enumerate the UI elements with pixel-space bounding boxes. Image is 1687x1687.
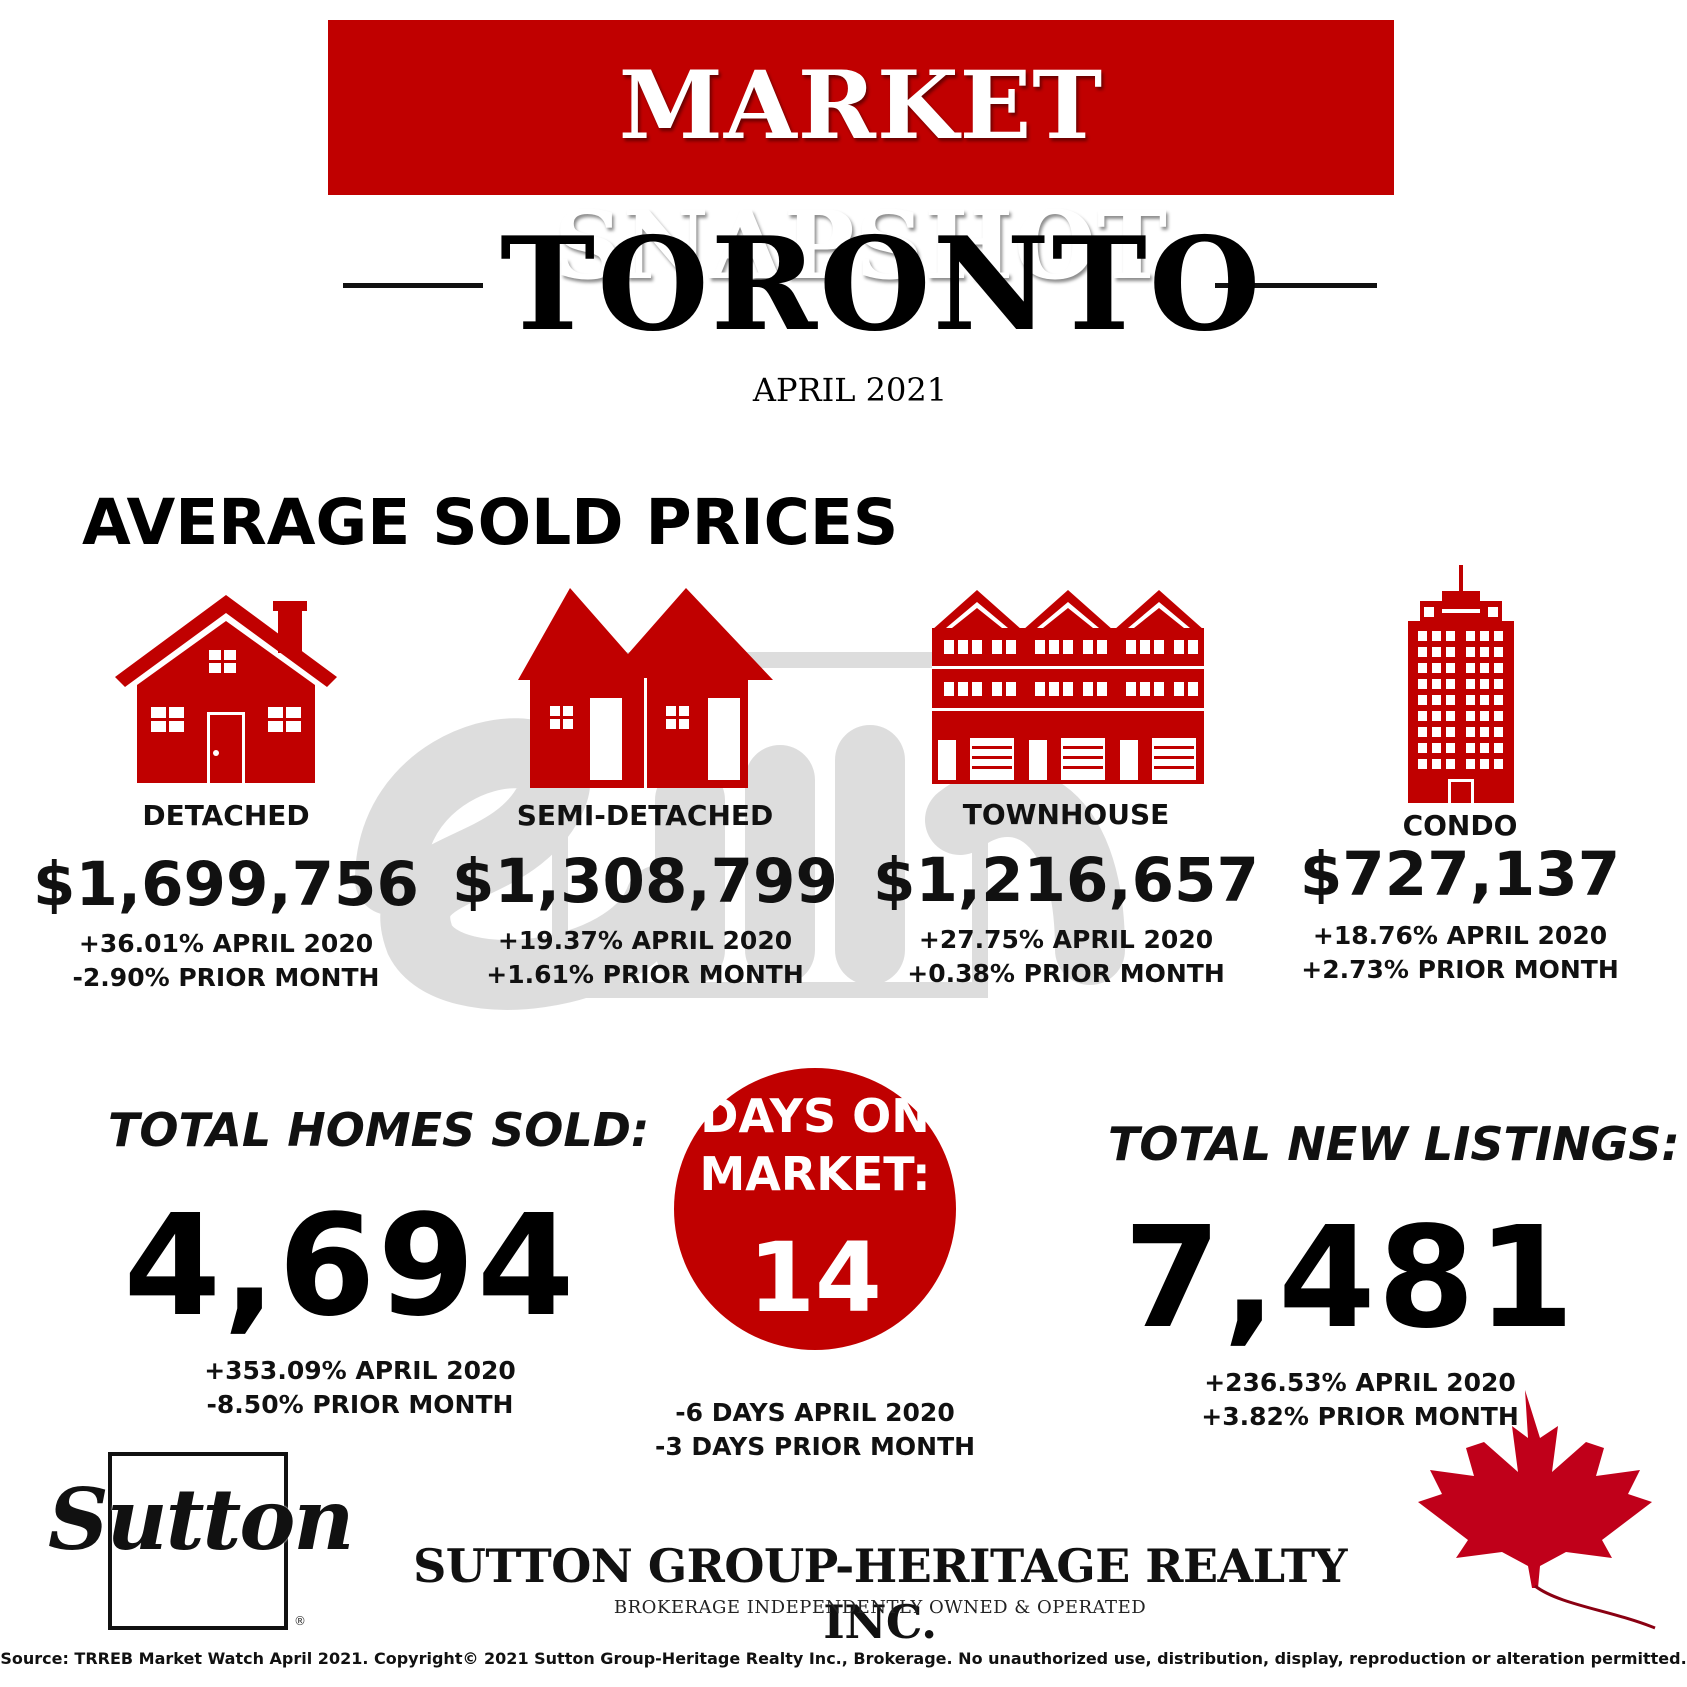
average-sold-prices-title: AVERAGE SOLD PRICES — [82, 486, 899, 559]
mom-semi-detached: +1.61% PRIOR MONTH — [486, 960, 804, 989]
company-name: SUTTON GROUP-HERITAGE REALTY INC. — [413, 1539, 1347, 1649]
yoy-detached: +36.01% APRIL 2020 — [78, 929, 374, 958]
category-label-condo: CONDO — [1402, 809, 1518, 842]
detached-house-icon — [115, 595, 337, 783]
city-title: TORONTO — [500, 210, 1263, 360]
condo-tower-icon — [1408, 565, 1514, 803]
maple-leaf-icon — [1418, 1390, 1656, 1630]
price-condo: $727,137 — [1299, 839, 1621, 910]
price-detached: $1,699,756 — [33, 849, 419, 920]
total-homes-sold-value: 4,694 — [123, 1185, 577, 1348]
townhouse-icon — [932, 590, 1204, 784]
category-label-semi-detached: SEMI-DETACHED — [516, 799, 774, 832]
total-new-listings-heading: TOTAL NEW LISTINGS: — [1108, 1117, 1680, 1171]
category-label-townhouse: TOWNHOUSE — [962, 798, 1170, 831]
title-rule-left — [343, 283, 483, 288]
report-month: APRIL 2021 — [752, 371, 948, 409]
days-on-market-heading-line1: DAYS ON — [700, 1089, 930, 1143]
banner-title: MARKET SNAPSHOT — [554, 51, 1168, 301]
mom-townhouse: +0.38% PRIOR MONTH — [907, 959, 1225, 988]
sutton-logo-frame — [108, 1452, 288, 1630]
total-homes-sold-heading: TOTAL HOMES SOLD: — [108, 1103, 650, 1157]
total-homes-sold-mom: -8.50% PRIOR MONTH — [206, 1390, 514, 1419]
days-on-market-mom: -3 DAYS PRIOR MONTH — [654, 1432, 976, 1461]
total-homes-sold-yoy: +353.09% APRIL 2020 — [204, 1356, 516, 1385]
price-semi-detached: $1,308,799 — [452, 846, 838, 917]
total-new-listings-value: 7,481 — [1123, 1197, 1577, 1360]
company-tagline: BROKERAGE INDEPENDENTLY OWNED & OPERATED — [613, 1597, 1147, 1618]
category-label-detached: DETACHED — [142, 799, 310, 832]
yoy-condo: +18.76% APRIL 2020 — [1312, 921, 1608, 950]
title-rule-right — [1215, 283, 1377, 288]
days-on-market-badge — [674, 1068, 956, 1350]
days-on-market-yoy: -6 DAYS APRIL 2020 — [675, 1398, 955, 1427]
title-banner — [328, 20, 1394, 195]
total-new-listings-yoy: +236.53% APRIL 2020 — [1204, 1368, 1516, 1397]
sutton-watermark-icon — [355, 652, 1125, 1010]
sutton-registered-mark: ® — [294, 1614, 306, 1628]
days-on-market-value: 14 — [748, 1222, 882, 1334]
sutton-logo: Sutton — [48, 1470, 354, 1569]
total-new-listings-mom: +3.82% PRIOR MONTH — [1201, 1402, 1519, 1431]
yoy-semi-detached: +19.37% APRIL 2020 — [497, 926, 793, 955]
mom-condo: +2.73% PRIOR MONTH — [1301, 955, 1619, 984]
yoy-townhouse: +27.75% APRIL 2020 — [918, 925, 1214, 954]
days-on-market-heading-line2: MARKET: — [699, 1147, 931, 1201]
semi-detached-house-icon — [518, 588, 773, 788]
mom-detached: -2.90% PRIOR MONTH — [72, 963, 380, 992]
days-on-market-heading: DAYS ON MARKET: — [674, 1087, 956, 1203]
footer-source: Source: TRREB Market Watch April 2021. C… — [0, 1649, 1687, 1668]
price-townhouse: $1,216,657 — [873, 845, 1259, 916]
